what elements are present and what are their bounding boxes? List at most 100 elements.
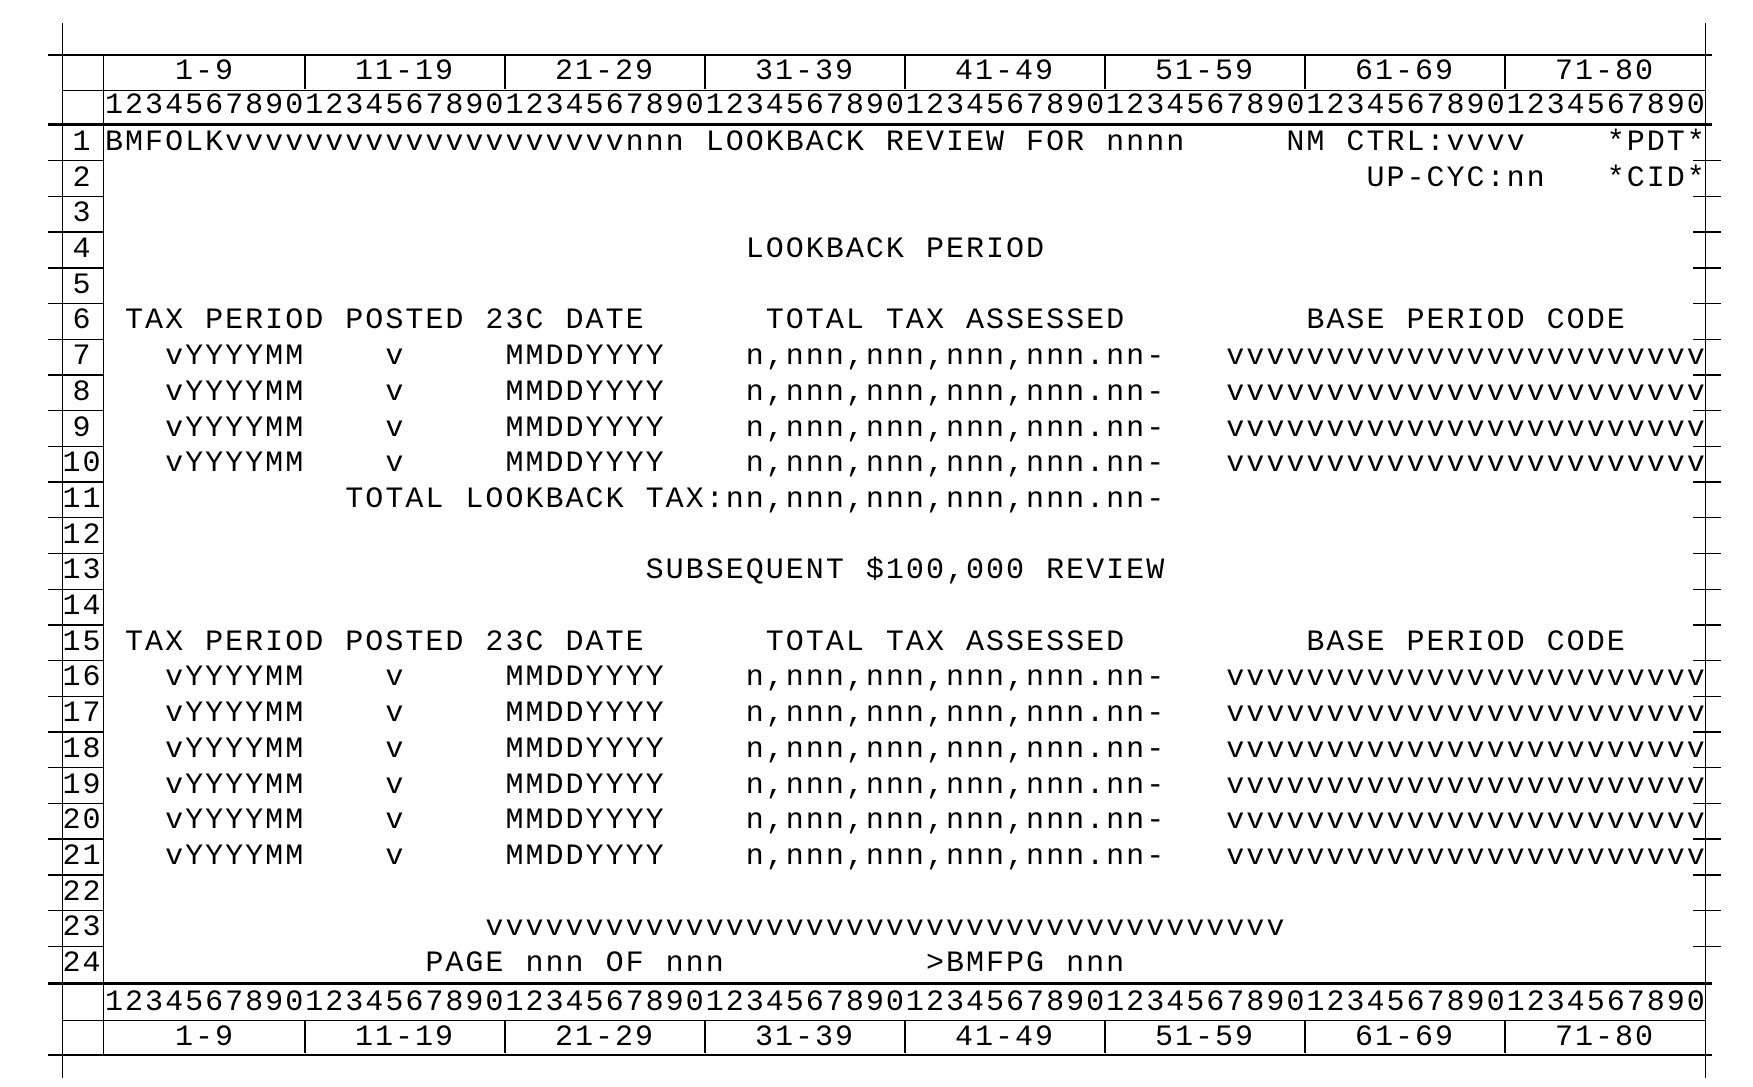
right-border-tick — [1693, 945, 1721, 947]
column-group-separator-top — [1304, 56, 1306, 89]
column-group-label-top: 11-19 — [354, 55, 456, 89]
row-number-separator — [48, 338, 104, 340]
row-number: 5 — [72, 268, 93, 303]
row-number-separator — [48, 767, 104, 769]
right-border-tick — [1693, 624, 1721, 626]
left-outer-border — [61, 23, 64, 1078]
row-number-separator — [48, 731, 104, 733]
row-number: 6 — [72, 304, 93, 339]
column-ruler-bottom: 1234567890123456789012345678901234567890… — [105, 985, 1707, 1020]
row-number: 17 — [62, 697, 103, 732]
row-number-separator — [48, 659, 104, 662]
screen-row-text: vYYYYMM v MMDDYYYY n,nnn,nnn,nnn,nnn.nn-… — [105, 447, 1707, 482]
right-border-tick — [1693, 338, 1721, 340]
column-group-separator-top — [504, 56, 506, 89]
row-number: 10 — [62, 447, 103, 482]
row-number: 15 — [62, 625, 103, 660]
screen-row-text: PAGE nnn OF nnn >BMFPG nnn — [105, 947, 1127, 982]
screen-row-text: vYYYYMM v MMDDYYYY n,nnn,nnn,nnn,nnn.nn-… — [105, 411, 1707, 446]
screen-row-text: vvvvvvvvvvvvvvvvvvvvvvvvvvvvvvvvvvvvvvvv — [105, 911, 1287, 946]
row-number: 8 — [72, 375, 93, 410]
row-number: 22 — [62, 875, 103, 910]
right-border-tick — [1693, 445, 1721, 448]
row-number: 3 — [72, 197, 93, 232]
right-border-tick — [1693, 160, 1721, 162]
screen-row-text: vYYYYMM v MMDDYYYY n,nnn,nnn,nnn,nnn.nn-… — [105, 340, 1707, 375]
column-group-label-bottom: 21-29 — [554, 1020, 656, 1055]
right-border-tick — [1693, 267, 1721, 269]
screen-row-text: vYYYYMM v MMDDYYYY n,nnn,nnn,nnn,nnn.nn-… — [105, 840, 1707, 874]
column-group-separator-top — [1104, 56, 1106, 89]
column-group-separator-bottom — [904, 1021, 906, 1053]
right-border-tick — [1693, 552, 1721, 555]
top-rule — [48, 54, 1712, 57]
screen-row-text: vYYYYMM v MMDDYYYY n,nnn,nnn,nnn,nnn.nn-… — [105, 375, 1707, 410]
row-number-separator — [48, 874, 104, 876]
column-ruler-top: 1234567890123456789012345678901234567890… — [105, 89, 1707, 123]
screen-row-text: vYYYYMM v MMDDYYYY n,nnn,nnn,nnn,nnn.nn-… — [105, 732, 1707, 767]
screen-row-text: vYYYYMM v MMDDYYYY n,nnn,nnn,nnn,nnn.nn-… — [105, 768, 1707, 803]
row-number-separator — [48, 838, 104, 840]
row-number-separator — [48, 909, 104, 912]
row-number: 19 — [62, 768, 103, 803]
row-number: 23 — [62, 911, 103, 946]
column-group-label-top: 21-29 — [554, 55, 656, 89]
row-number: 9 — [72, 411, 93, 446]
column-group-label-bottom: 31-39 — [754, 1020, 856, 1055]
row-number: 12 — [62, 518, 103, 553]
row-number-separator — [48, 409, 104, 412]
row-number: 4 — [72, 232, 93, 267]
row-number: 7 — [72, 340, 93, 375]
row-number-separator — [48, 588, 104, 590]
screen-row-text: TOTAL LOOKBACK TAX:nn,nnn,nnn,nnn,nnn.nn… — [105, 482, 1167, 517]
column-group-separator-bottom — [1304, 1021, 1306, 1053]
row-number: 20 — [62, 804, 103, 839]
right-border-tick — [1693, 659, 1721, 662]
column-group-label-top: 1-9 — [174, 55, 236, 89]
right-border-tick — [1693, 731, 1721, 733]
screen-row-text: vYYYYMM v MMDDYYYY n,nnn,nnn,nnn,nnn.nn-… — [105, 804, 1707, 839]
column-group-separator-top — [904, 56, 906, 89]
bottom-heavy-rule — [48, 982, 1712, 986]
bottom-header-divider — [62, 1019, 1706, 1021]
right-border-tick — [1693, 481, 1721, 483]
right-border-tick — [1693, 802, 1721, 805]
row-number: 11 — [62, 482, 103, 517]
column-group-label-top: 61-69 — [1354, 55, 1456, 89]
row-number: 21 — [62, 840, 103, 874]
column-group-label-bottom: 51-59 — [1154, 1020, 1256, 1055]
right-border-tick — [1693, 909, 1721, 912]
column-group-label-bottom: 11-19 — [354, 1020, 456, 1055]
right-border-tick — [1693, 588, 1721, 590]
column-group-label-top: 71-80 — [1554, 55, 1656, 89]
column-group-separator-bottom — [1504, 1021, 1506, 1053]
screen-row-text: vYYYYMM v MMDDYYYY n,nnn,nnn,nnn,nnn.nn-… — [105, 697, 1707, 732]
row-number-separator — [48, 517, 104, 519]
screen-row-text: TAX PERIOD POSTED 23C DATE TOTAL TAX ASS… — [105, 625, 1627, 660]
right-border-tick — [1693, 695, 1721, 698]
right-border-tick — [1693, 838, 1721, 840]
right-border-tick — [1693, 409, 1721, 412]
row-number: 13 — [62, 554, 103, 589]
row-number-separator — [48, 552, 104, 555]
top-header-divider — [62, 89, 1706, 91]
right-border-tick — [1693, 874, 1721, 876]
row-number: 14 — [62, 590, 103, 625]
screen-row-text: LOOKBACK PERIOD — [105, 232, 1047, 267]
right-border-tick — [1693, 767, 1721, 769]
column-group-separator-top — [704, 56, 706, 89]
column-group-label-top: 51-59 — [1154, 55, 1256, 89]
row-number-separator — [48, 374, 104, 376]
row-number: 24 — [62, 947, 103, 982]
right-border — [1704, 23, 1707, 1078]
screen-row-text: UP-CYC:nn *CID* — [105, 161, 1707, 196]
right-border-tick — [1693, 374, 1721, 376]
screen-row-text: vYYYYMM v MMDDYYYY n,nnn,nnn,nnn,nnn.nn-… — [105, 661, 1707, 696]
column-group-label-top: 31-39 — [754, 55, 856, 89]
column-group-label-bottom: 41-49 — [954, 1020, 1056, 1055]
left-inner-border — [102, 54, 105, 1056]
column-group-separator-bottom — [504, 1021, 506, 1053]
row-number: 1 — [72, 125, 93, 160]
right-border-tick — [1693, 517, 1721, 519]
